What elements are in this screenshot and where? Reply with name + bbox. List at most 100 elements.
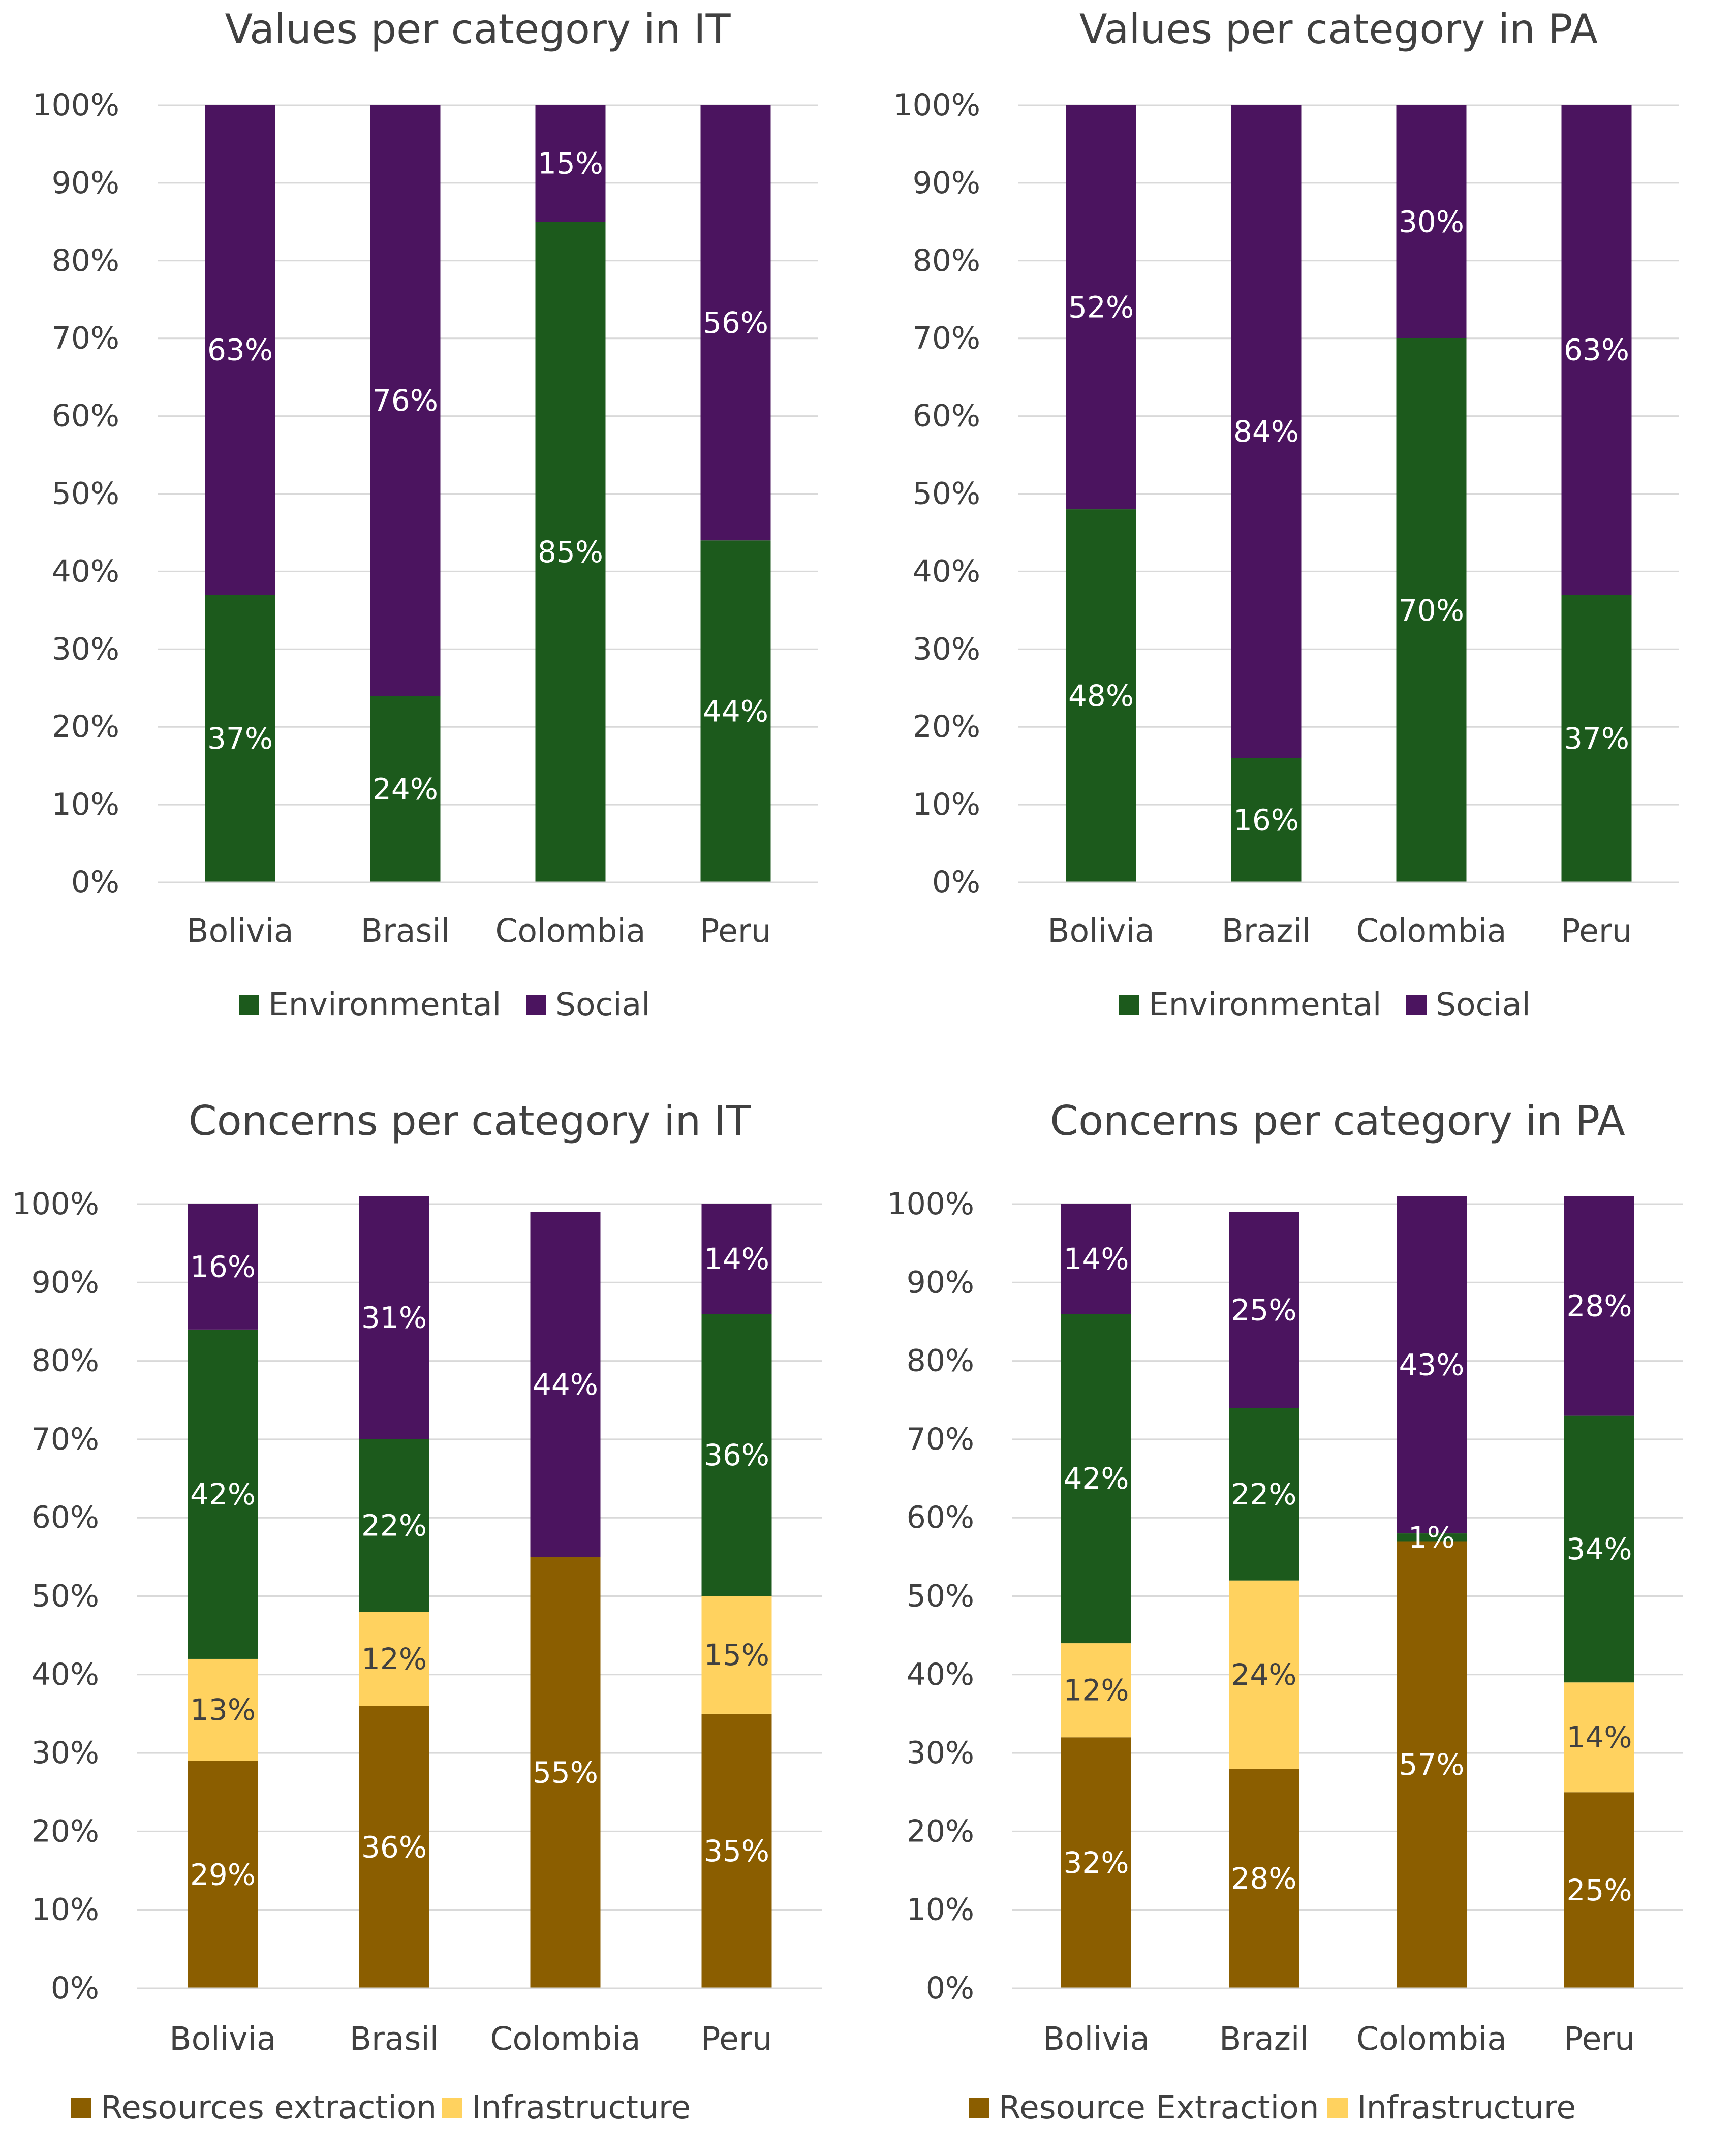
bar-infrastructure-brazil xyxy=(1229,1580,1299,1769)
legend-label: Resources extraction xyxy=(101,2089,437,2126)
data-label: 15% xyxy=(538,146,603,181)
y-tick-label: 90% xyxy=(32,1265,99,1300)
legend-swatch-infrastructure xyxy=(1327,2098,1348,2118)
data-label: 85% xyxy=(538,535,603,569)
bar-environmental-bolivia xyxy=(205,595,275,882)
data-label: 84% xyxy=(1233,414,1299,449)
data-label: 31% xyxy=(361,1301,427,1335)
y-tick-label: 60% xyxy=(32,1500,99,1535)
data-label: 56% xyxy=(703,305,768,340)
data-label: 76% xyxy=(373,383,438,418)
legend-label: Infrastructure xyxy=(472,2089,691,2126)
y-tick-label: 60% xyxy=(913,398,980,434)
data-label: 36% xyxy=(361,1830,427,1864)
y-tick-label: 10% xyxy=(32,1892,99,1928)
chart-title: Concerns per category in PA xyxy=(1050,1097,1625,1145)
y-tick-label: 90% xyxy=(913,165,980,201)
y-tick-label: 50% xyxy=(52,476,119,512)
bar-environmental-colombia xyxy=(1397,1533,1467,1542)
bar-socio-economic-peru xyxy=(1564,1196,1634,1416)
y-tick-label: 80% xyxy=(913,243,980,279)
bar-socio-economic-brasil xyxy=(359,1196,429,1439)
bar-resource-extraction-colombia xyxy=(1397,1541,1467,1988)
bar-social-colombia xyxy=(1396,105,1467,338)
y-tick-label: 90% xyxy=(52,165,119,201)
y-tick-label: 50% xyxy=(32,1579,99,1614)
x-category-label: Bolivia xyxy=(187,912,293,949)
y-tick-label: 30% xyxy=(907,1735,974,1771)
data-label: 14% xyxy=(1567,1720,1632,1754)
x-category-label: Brasil xyxy=(350,2020,439,2057)
y-tick-label: 20% xyxy=(907,1813,974,1849)
data-label: 25% xyxy=(1231,1292,1297,1327)
data-label: 15% xyxy=(704,1638,769,1672)
y-tick-label: 0% xyxy=(932,865,980,900)
data-label: 55% xyxy=(533,1755,598,1790)
y-tick-label: 80% xyxy=(52,243,119,279)
x-category-label: Bolivia xyxy=(1047,912,1154,949)
bar-socio-economic-bolivia xyxy=(1061,1204,1131,1314)
legend-swatch-social xyxy=(526,995,546,1015)
data-label: 24% xyxy=(1231,1657,1297,1692)
y-tick-label: 100% xyxy=(893,87,980,123)
y-tick-label: 60% xyxy=(907,1500,974,1535)
x-category-label: Peru xyxy=(1561,912,1632,949)
data-label: 57% xyxy=(1399,1747,1465,1782)
y-tick-label: 80% xyxy=(907,1343,974,1379)
bar-environmental-brasil xyxy=(359,1439,429,1612)
data-label: 63% xyxy=(1564,333,1629,367)
y-tick-label: 100% xyxy=(12,1186,99,1222)
x-category-label: Brazil xyxy=(1222,912,1311,949)
y-tick-label: 30% xyxy=(913,631,980,667)
data-label: 32% xyxy=(1064,1845,1129,1880)
legend-label: Infrastructure xyxy=(1357,2089,1576,2126)
bar-environmental-colombia xyxy=(535,222,606,883)
y-tick-label: 40% xyxy=(32,1657,99,1692)
data-label: 63% xyxy=(207,333,273,367)
bar-social-brazil xyxy=(1231,105,1302,758)
bar-environmental-bolivia xyxy=(1061,1314,1131,1644)
y-tick-label: 40% xyxy=(52,553,119,589)
bar-environmental-bolivia xyxy=(1066,509,1136,882)
data-label: 35% xyxy=(704,1834,769,1868)
bar-socio-economic-bolivia xyxy=(188,1204,258,1330)
y-tick-label: 0% xyxy=(926,1970,974,2006)
chart-concerns-pa: Concerns per category in PA 0% 10% 20% 30% 40… xyxy=(868,1076,1735,2153)
data-label: 22% xyxy=(361,1508,427,1543)
y-tick-label: 10% xyxy=(52,787,119,822)
legend-swatch-environmental xyxy=(239,995,259,1015)
y-tick-label: 100% xyxy=(32,87,119,123)
y-tick-label: 70% xyxy=(913,321,980,356)
bar-resources-extraction-peru xyxy=(701,1713,772,1988)
data-label: 22% xyxy=(1231,1477,1297,1512)
data-label: 37% xyxy=(207,721,273,756)
x-category-label: Peru xyxy=(700,912,771,949)
bar-socio-economic-peru xyxy=(701,1204,772,1314)
y-tick-label: 70% xyxy=(52,321,119,356)
data-label: 28% xyxy=(1567,1289,1632,1323)
y-tick-label: 40% xyxy=(913,553,980,589)
x-category-label: Brazil xyxy=(1219,2020,1309,2057)
y-tick-label: 100% xyxy=(887,1186,974,1222)
data-label: 42% xyxy=(190,1477,256,1512)
y-tick-label: 30% xyxy=(32,1735,99,1771)
data-label: 44% xyxy=(533,1367,598,1402)
y-tick-label: 0% xyxy=(71,865,119,900)
data-label: 16% xyxy=(190,1249,256,1284)
data-label: 13% xyxy=(190,1692,256,1727)
legend-label: Environmental xyxy=(1149,986,1381,1023)
data-label: 70% xyxy=(1399,593,1464,628)
y-tick-label: 50% xyxy=(907,1579,974,1614)
legend-swatch-infrastructure xyxy=(442,2098,462,2118)
bar-resources-extraction-colombia xyxy=(530,1557,601,1988)
legend-swatch-resource-extraction xyxy=(969,2098,989,2118)
bar-environmental-brazil xyxy=(1231,758,1302,882)
data-label: 12% xyxy=(1064,1673,1129,1708)
legend-label: Social xyxy=(1436,986,1531,1023)
data-label: 14% xyxy=(1064,1242,1129,1276)
data-label: 48% xyxy=(1068,679,1134,713)
data-label: 30% xyxy=(1399,204,1464,239)
y-tick-label: 90% xyxy=(907,1265,974,1300)
bar-socio-economic-colombia xyxy=(1397,1196,1467,1534)
x-category-label: Peru xyxy=(701,2020,772,2057)
